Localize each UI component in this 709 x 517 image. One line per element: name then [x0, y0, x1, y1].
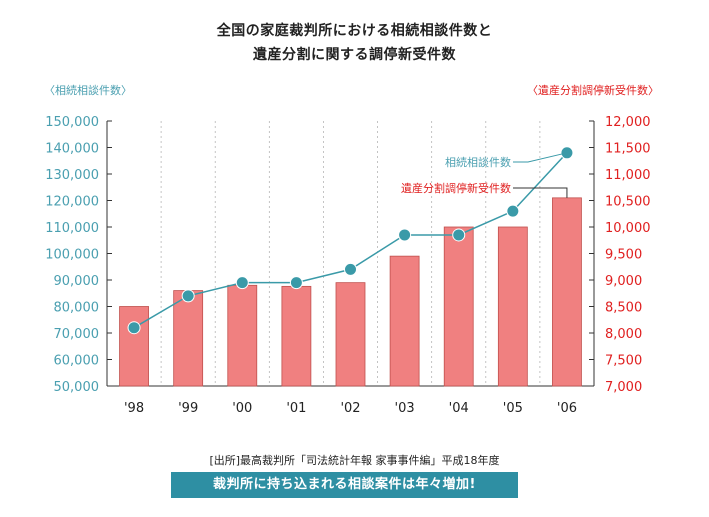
bar: [335, 282, 366, 387]
line-point: [289, 276, 303, 290]
bar: [281, 285, 312, 387]
right-tick-label: 8,500: [605, 301, 642, 316]
x-tick-label: '99: [178, 401, 198, 416]
x-tick-label: '03: [395, 401, 415, 416]
right-tick-label: 10,000: [605, 221, 651, 236]
x-tick-label: '06: [557, 401, 577, 416]
bar: [552, 197, 582, 387]
left-tick-label: 80,000: [54, 301, 100, 316]
chart-title-line1: 全国の家庭裁判所における相続相談件数と: [216, 23, 493, 39]
bar: [389, 255, 420, 387]
legend-line-label: 相続相談件数: [445, 155, 511, 169]
line-point: [235, 276, 249, 290]
left-tick-label: 150,000: [45, 115, 99, 130]
legend-bar-label: 遺産分割調停新受件数: [401, 181, 511, 195]
x-tick-label: '02: [340, 401, 360, 416]
right-tick-label: 10,500: [605, 195, 651, 210]
left-tick-label: 50,000: [54, 380, 100, 395]
x-tick-label: '05: [503, 401, 523, 416]
bar: [119, 306, 149, 387]
left-tick-label: 60,000: [54, 354, 100, 369]
x-tick-label: '98: [124, 401, 144, 416]
bar: [173, 290, 204, 387]
bar: [227, 284, 258, 387]
chart: 50,000 60,000 70,000 80,000 90,000 100,000 110…: [44, 83, 659, 416]
left-tick-label: 90,000: [54, 274, 100, 289]
right-tick-label: 8,000: [605, 327, 642, 342]
right-tick-label: 11,500: [605, 142, 651, 157]
right-tick-label: 9,000: [605, 274, 642, 289]
chart-title-line2: 遺産分割に関する調停新受件数: [253, 47, 456, 63]
right-tick-label: 11,000: [605, 168, 651, 183]
right-axis-title: 〈遺産分割調停新受件数〉: [527, 83, 659, 97]
left-tick-label: 100,000: [45, 248, 99, 263]
right-tick-label: 7,500: [605, 354, 642, 369]
source-note: [出所]最高裁判所「司法統計年報 家事事件編」平成18年度: [209, 454, 500, 467]
bar: [443, 226, 474, 387]
left-tick-label: 140,000: [45, 142, 99, 157]
left-tick-label: 120,000: [45, 195, 99, 210]
bar: [497, 226, 528, 387]
line-point: [452, 228, 466, 242]
line-point: [506, 204, 520, 218]
right-tick-label: 9,500: [605, 248, 642, 263]
line-point: [344, 262, 357, 276]
x-tick-label: '01: [286, 401, 306, 416]
left-tick-label: 130,000: [45, 168, 99, 183]
left-axis-title: 〈相続相談件数〉: [44, 83, 132, 97]
line-point: [398, 228, 412, 242]
legend-bar-leader: [513, 187, 568, 198]
x-tick-label: '00: [232, 401, 252, 416]
line-point: [127, 321, 141, 335]
left-tick-label: 110,000: [45, 221, 99, 236]
left-tick-label: 70,000: [54, 327, 100, 342]
right-tick-label: 7,000: [605, 380, 642, 395]
summary-banner: 裁判所に持ち込まれる相談案件は年々増加!: [171, 472, 518, 498]
x-tick-label: '04: [449, 401, 469, 416]
legend-line-leader: [513, 152, 568, 163]
right-tick-label: 12,000: [605, 115, 651, 130]
line-point: [181, 289, 195, 303]
